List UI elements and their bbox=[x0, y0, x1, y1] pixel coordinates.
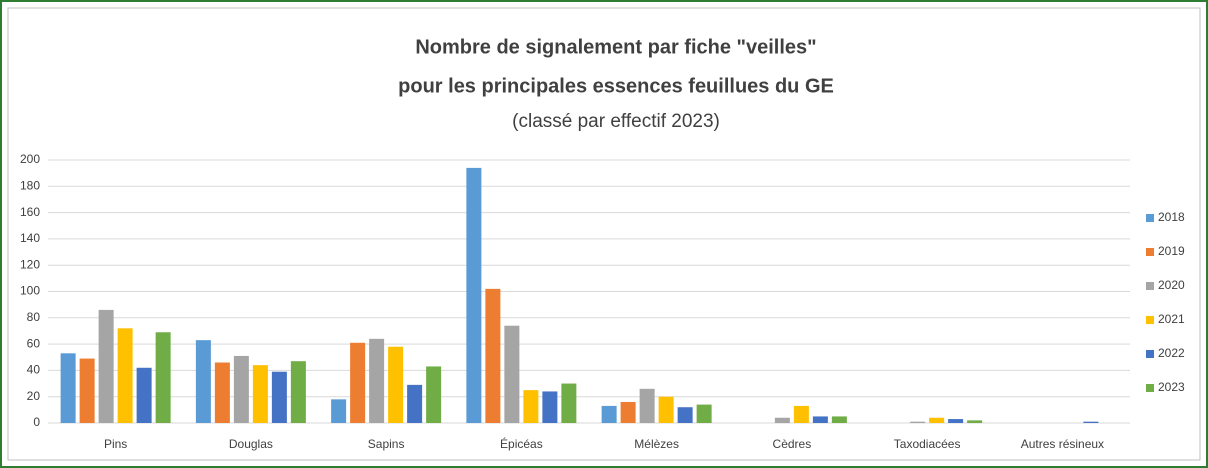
x-tick-label: Mélèzes bbox=[634, 437, 679, 451]
x-tick-label: Cèdres bbox=[773, 437, 812, 451]
bar bbox=[155, 332, 171, 423]
bar bbox=[388, 346, 404, 423]
bar bbox=[929, 417, 945, 423]
legend-swatch bbox=[1146, 214, 1154, 222]
bar bbox=[620, 401, 636, 423]
y-tick-label: 0 bbox=[33, 415, 40, 429]
x-tick-label: Douglas bbox=[229, 437, 273, 451]
bar bbox=[542, 391, 558, 423]
y-tick-label: 160 bbox=[20, 205, 40, 219]
x-tick-label: Épicéas bbox=[500, 436, 543, 451]
bar bbox=[1083, 421, 1099, 423]
bar bbox=[271, 371, 287, 423]
bar bbox=[98, 309, 114, 423]
chart-title: Nombre de signalement par fiche "veilles… bbox=[415, 36, 816, 58]
legend-label: 2023 bbox=[1158, 380, 1185, 394]
legend-swatch bbox=[1146, 248, 1154, 256]
legend-swatch bbox=[1146, 316, 1154, 324]
x-tick-label: Sapins bbox=[368, 437, 405, 451]
bar bbox=[793, 405, 809, 423]
bar bbox=[831, 416, 847, 423]
y-tick-label: 180 bbox=[20, 178, 40, 192]
x-tick-label: Taxodiacées bbox=[894, 437, 961, 451]
bar bbox=[523, 390, 539, 423]
chart-title: pour les principales essences feuillues … bbox=[398, 75, 834, 97]
bar bbox=[967, 420, 983, 423]
y-tick-label: 40 bbox=[27, 363, 41, 377]
legend-swatch bbox=[1146, 350, 1154, 358]
y-tick-label: 140 bbox=[20, 231, 40, 245]
y-tick-label: 60 bbox=[27, 336, 41, 350]
bar bbox=[910, 421, 926, 423]
legend-label: 2022 bbox=[1158, 346, 1185, 360]
y-tick-label: 120 bbox=[20, 257, 40, 271]
legend-label: 2019 bbox=[1158, 244, 1185, 258]
bar bbox=[350, 342, 366, 423]
bar bbox=[812, 416, 828, 423]
bar bbox=[485, 288, 501, 423]
legend-label: 2020 bbox=[1158, 278, 1185, 292]
bar bbox=[601, 405, 617, 423]
bar bbox=[136, 367, 152, 423]
bar bbox=[658, 396, 674, 423]
y-tick-label: 100 bbox=[20, 284, 40, 298]
bar bbox=[214, 362, 230, 423]
bar bbox=[426, 366, 442, 423]
bar bbox=[233, 355, 249, 423]
bar bbox=[774, 417, 790, 423]
x-tick-label: Autres résineux bbox=[1021, 437, 1104, 451]
bar bbox=[407, 384, 423, 423]
bar bbox=[948, 419, 964, 423]
y-tick-label: 80 bbox=[27, 310, 41, 324]
legend-swatch bbox=[1146, 384, 1154, 392]
legend-label: 2018 bbox=[1158, 210, 1185, 224]
bar bbox=[561, 383, 577, 423]
legend-label: 2021 bbox=[1158, 312, 1185, 326]
bar bbox=[369, 338, 385, 423]
bar bbox=[677, 407, 693, 423]
bar bbox=[252, 365, 268, 423]
bar bbox=[195, 340, 211, 423]
y-tick-label: 20 bbox=[27, 389, 41, 403]
x-tick-label: Pins bbox=[104, 437, 127, 451]
bar bbox=[117, 328, 133, 423]
bar bbox=[466, 167, 482, 423]
y-tick-label: 200 bbox=[20, 152, 40, 166]
bar bbox=[504, 325, 520, 423]
bar bbox=[290, 361, 306, 423]
bar bbox=[60, 353, 76, 423]
bar bbox=[79, 358, 95, 423]
bar bbox=[639, 388, 655, 423]
bar bbox=[696, 404, 712, 423]
bar bbox=[331, 399, 347, 423]
chart-subtitle: (classé par effectif 2023) bbox=[512, 111, 720, 132]
legend-swatch bbox=[1146, 282, 1154, 290]
